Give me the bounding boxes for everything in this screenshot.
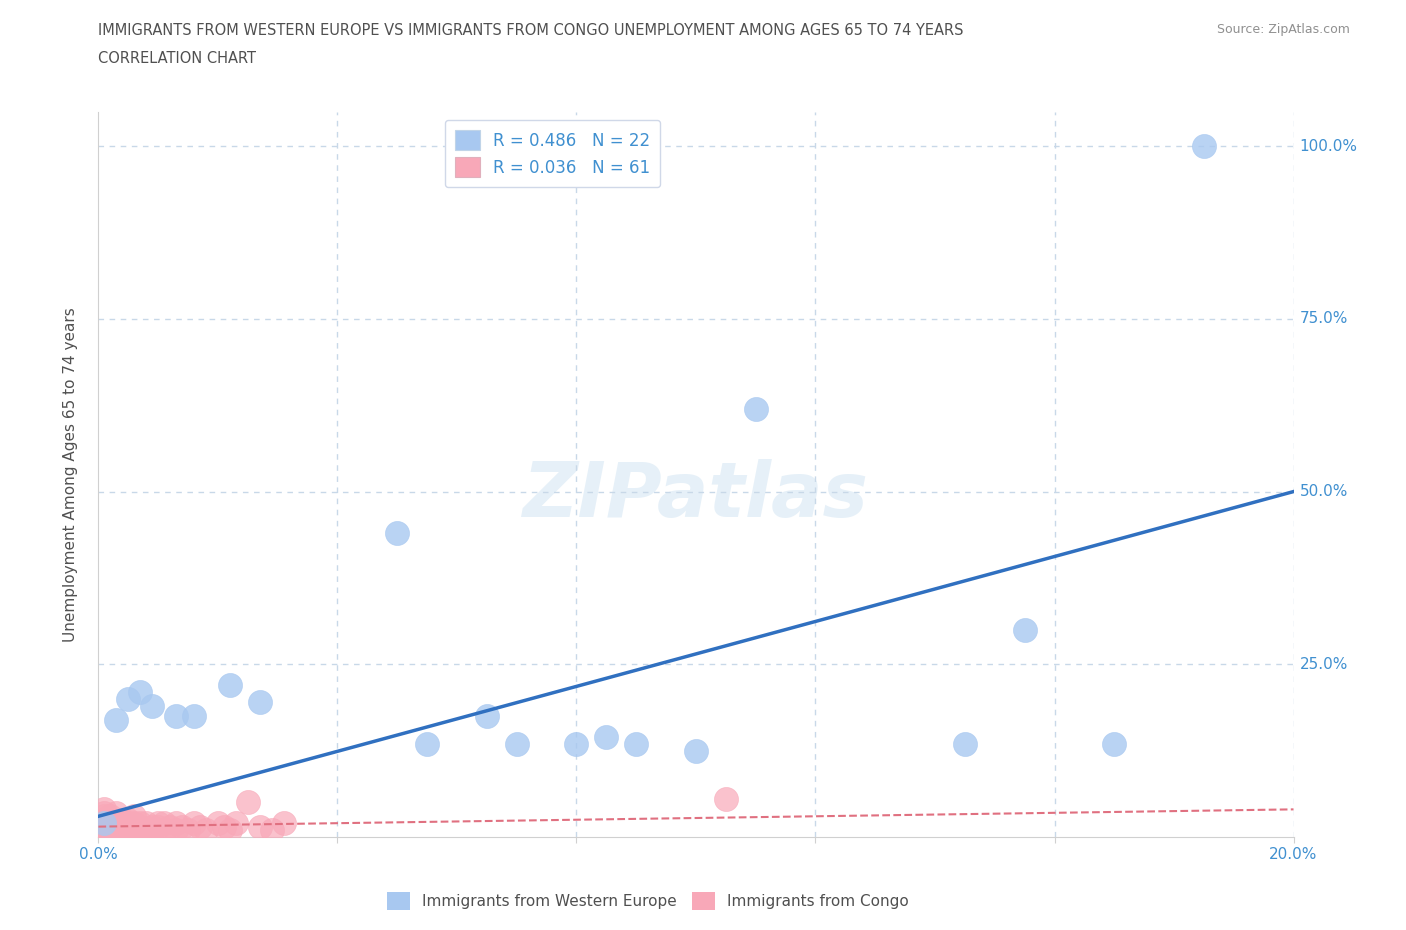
Point bbox=[93, 812, 115, 827]
Point bbox=[124, 819, 146, 834]
Point bbox=[129, 816, 152, 830]
Point bbox=[165, 823, 187, 838]
Point bbox=[249, 819, 271, 834]
Point bbox=[165, 816, 187, 830]
Point bbox=[105, 823, 128, 838]
Point bbox=[93, 816, 115, 830]
Text: 25.0%: 25.0% bbox=[1299, 657, 1348, 671]
Point bbox=[745, 401, 768, 416]
Point bbox=[260, 823, 283, 838]
Point bbox=[129, 684, 152, 699]
Point bbox=[153, 816, 176, 830]
Point bbox=[98, 819, 122, 834]
Point bbox=[111, 823, 134, 838]
Point bbox=[159, 819, 181, 834]
Point bbox=[129, 819, 152, 834]
Point bbox=[219, 823, 242, 838]
Point bbox=[273, 816, 295, 830]
Point bbox=[93, 823, 115, 838]
Point bbox=[93, 816, 115, 830]
Point bbox=[685, 743, 707, 758]
Point bbox=[111, 816, 134, 830]
Point bbox=[194, 823, 218, 838]
Text: 75.0%: 75.0% bbox=[1299, 312, 1348, 326]
Text: 100.0%: 100.0% bbox=[1299, 139, 1358, 153]
Point bbox=[183, 709, 205, 724]
Text: ZIPatlas: ZIPatlas bbox=[523, 459, 869, 533]
Point bbox=[714, 791, 737, 806]
Text: CORRELATION CHART: CORRELATION CHART bbox=[98, 51, 256, 66]
Point bbox=[98, 819, 122, 834]
Point bbox=[165, 709, 187, 724]
Point bbox=[141, 698, 163, 713]
Point bbox=[117, 823, 139, 838]
Legend: Immigrants from Western Europe, Immigrants from Congo: Immigrants from Western Europe, Immigran… bbox=[381, 885, 915, 916]
Point bbox=[188, 819, 211, 834]
Point bbox=[506, 737, 529, 751]
Point bbox=[98, 816, 122, 830]
Point bbox=[135, 816, 157, 830]
Point bbox=[153, 823, 176, 838]
Point bbox=[177, 823, 200, 838]
Point bbox=[93, 805, 115, 820]
Point bbox=[129, 823, 152, 838]
Point bbox=[141, 823, 163, 838]
Point bbox=[1192, 139, 1215, 153]
Point bbox=[111, 816, 134, 830]
Point bbox=[105, 823, 128, 838]
Point bbox=[236, 795, 259, 810]
Point bbox=[249, 695, 271, 710]
Point bbox=[111, 819, 134, 834]
Point bbox=[117, 816, 139, 830]
Point bbox=[416, 737, 439, 751]
Point bbox=[148, 816, 170, 830]
Text: Source: ZipAtlas.com: Source: ZipAtlas.com bbox=[1216, 23, 1350, 36]
Point bbox=[124, 816, 146, 830]
Point bbox=[385, 525, 409, 540]
Point bbox=[117, 819, 139, 834]
Point bbox=[117, 812, 139, 827]
Y-axis label: Unemployment Among Ages 65 to 74 years: Unemployment Among Ages 65 to 74 years bbox=[63, 307, 77, 642]
Point bbox=[93, 809, 115, 824]
Point bbox=[98, 816, 122, 830]
Point bbox=[207, 816, 229, 830]
Point bbox=[1104, 737, 1126, 751]
Point bbox=[105, 819, 128, 834]
Point bbox=[93, 823, 115, 838]
Point bbox=[225, 816, 247, 830]
Point bbox=[624, 737, 647, 751]
Point bbox=[111, 812, 134, 827]
Text: 50.0%: 50.0% bbox=[1299, 485, 1348, 499]
Point bbox=[117, 691, 139, 706]
Point bbox=[93, 802, 115, 817]
Point bbox=[183, 816, 205, 830]
Point bbox=[98, 812, 122, 827]
Point bbox=[565, 737, 588, 751]
Point bbox=[124, 809, 146, 824]
Point bbox=[148, 819, 170, 834]
Point bbox=[105, 805, 128, 820]
Point bbox=[172, 819, 194, 834]
Point bbox=[475, 709, 498, 724]
Point bbox=[212, 819, 235, 834]
Point bbox=[93, 823, 115, 838]
Point bbox=[1014, 622, 1036, 637]
Point bbox=[93, 816, 115, 830]
Text: IMMIGRANTS FROM WESTERN EUROPE VS IMMIGRANTS FROM CONGO UNEMPLOYMENT AMONG AGES : IMMIGRANTS FROM WESTERN EUROPE VS IMMIGR… bbox=[98, 23, 965, 38]
Point bbox=[141, 819, 163, 834]
Point bbox=[98, 809, 122, 824]
Point bbox=[953, 737, 976, 751]
Point bbox=[105, 712, 128, 727]
Point bbox=[98, 823, 122, 838]
Point bbox=[595, 729, 617, 744]
Point bbox=[135, 823, 157, 838]
Point bbox=[105, 816, 128, 830]
Point bbox=[219, 678, 242, 693]
